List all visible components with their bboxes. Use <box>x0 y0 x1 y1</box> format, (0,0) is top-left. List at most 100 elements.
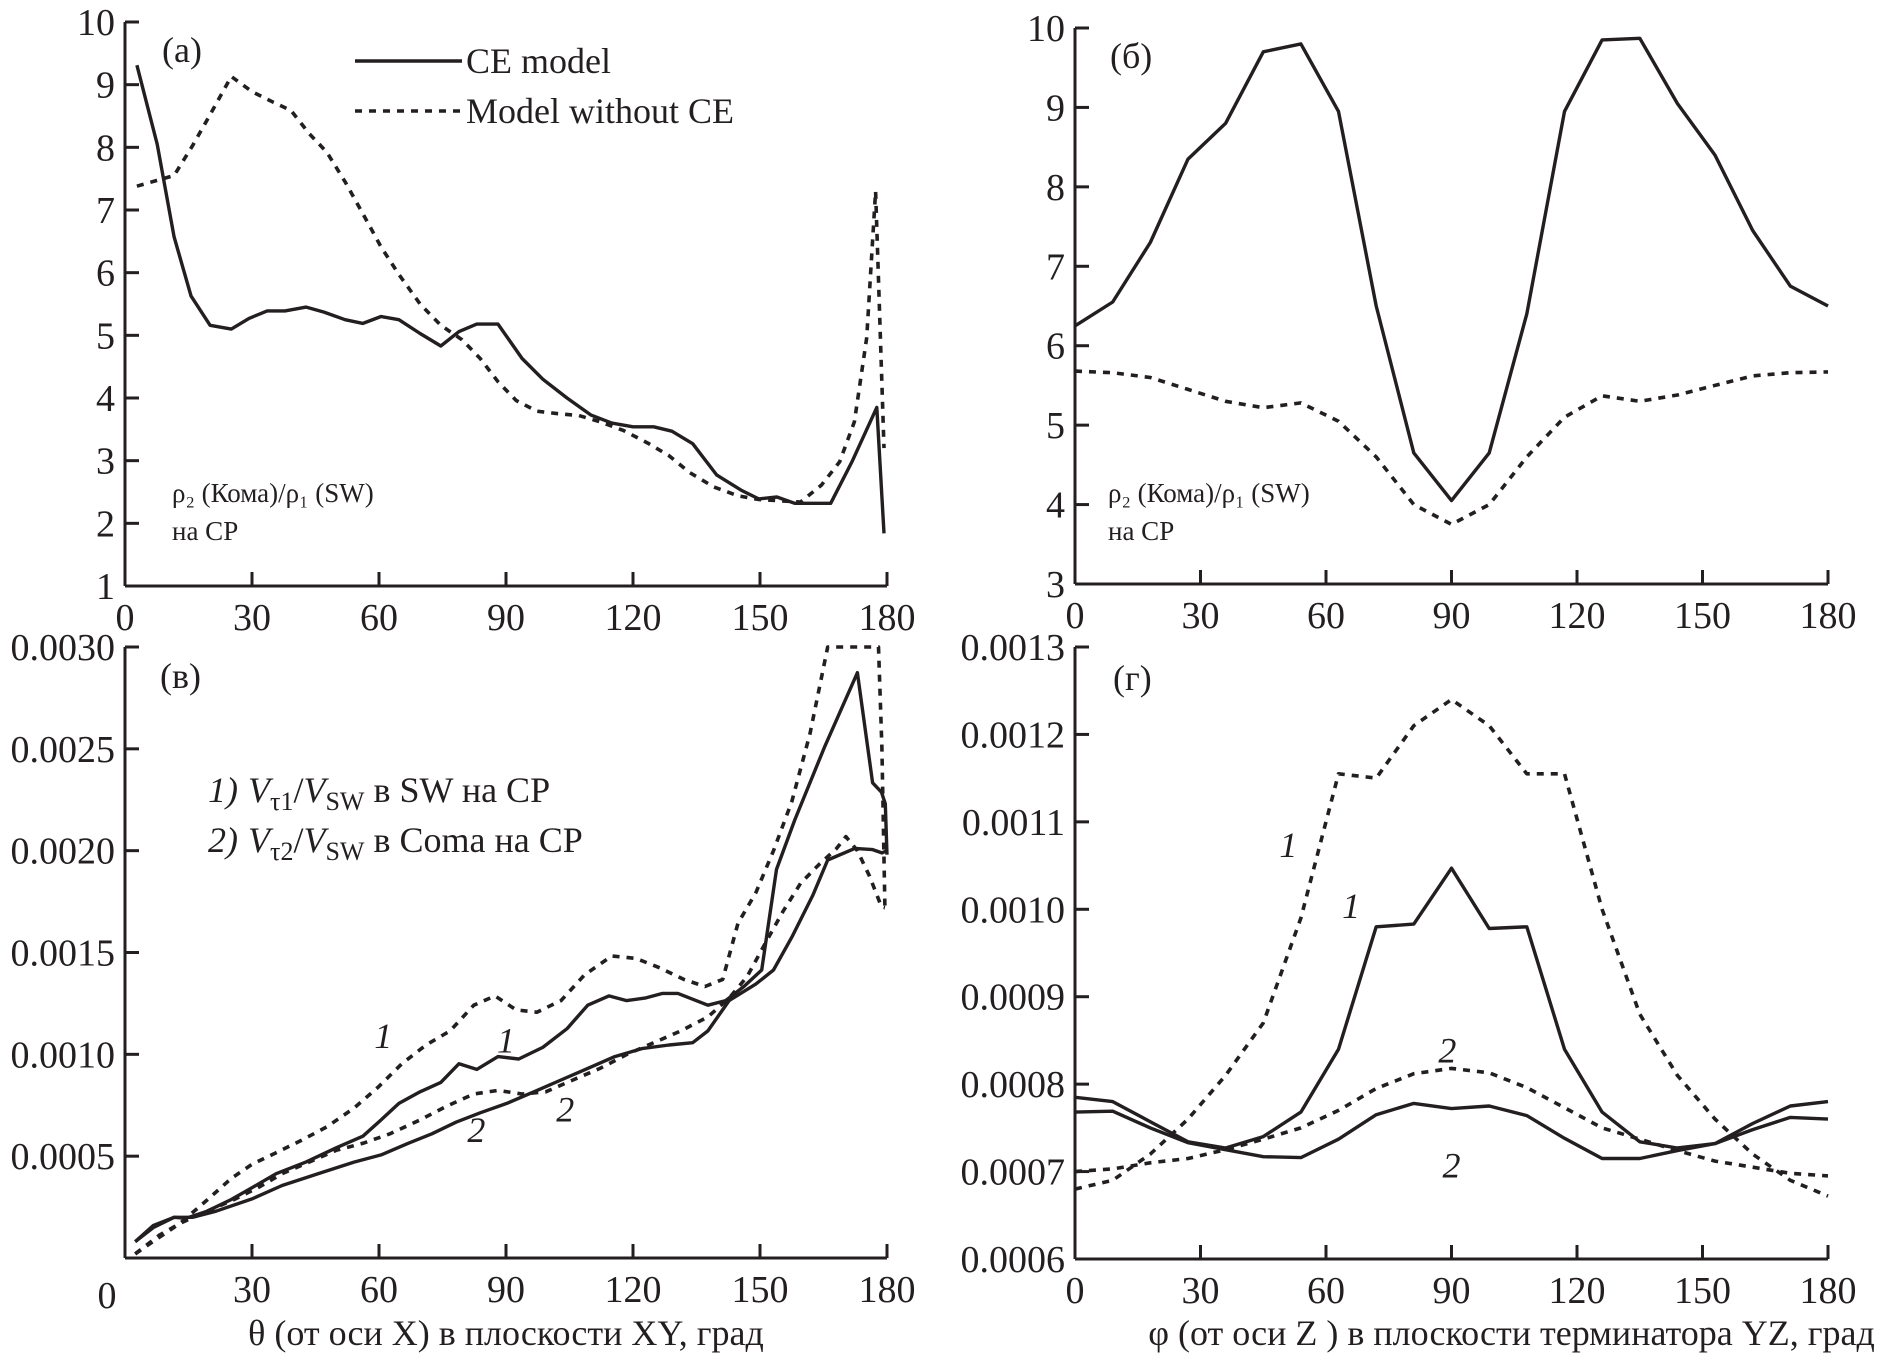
legend-slash: / <box>293 770 303 810</box>
panel-v: 0 30 60 90 120 150 180 0.0005 0.0010 0.0015 0.0020… <box>11 627 916 1353</box>
y-tick-label: 1 <box>96 566 115 608</box>
y-tick-label: 4 <box>1046 485 1065 527</box>
x-tick-label: 150 <box>1674 595 1731 637</box>
x-tick-label: 90 <box>487 1269 525 1311</box>
curve-label: 2 <box>467 1110 485 1150</box>
legend-entry: 2) Vτ2/VSW в Coma на CP <box>208 820 583 866</box>
legend-slash: / <box>293 820 303 860</box>
y-tick-label: 7 <box>1046 246 1065 288</box>
x-tick-label: 90 <box>1433 1270 1471 1312</box>
y-tick-label: 2 <box>96 503 115 545</box>
legend-sub2: SW <box>325 837 364 866</box>
y-tick-label: 0.0013 <box>961 627 1066 669</box>
x-tick-label: 30 <box>1182 1270 1220 1312</box>
x-tick-label: 180 <box>1800 1270 1857 1312</box>
y-tick-label: 10 <box>1027 8 1065 50</box>
series-line-dashed-3 <box>1075 1066 1829 1178</box>
legend-v2: V <box>303 820 329 860</box>
curve-label: 1 <box>497 1020 515 1060</box>
y-tick-label: 5 <box>96 315 115 357</box>
y-tick-label: 0.0030 <box>11 627 116 669</box>
legend-num: 2) <box>208 820 238 860</box>
legend-label: CE model <box>466 41 611 81</box>
x-tick-label: 30 <box>233 597 271 639</box>
series-line-solid-1 <box>134 846 888 1244</box>
series-line-solid-0 <box>134 671 889 1243</box>
y-tick-label: 0.0011 <box>962 802 1065 844</box>
y-tick-label: 0.0006 <box>961 1239 1066 1281</box>
series-line-dashed-1 <box>1075 369 1829 527</box>
x-tick-label: 150 <box>732 1269 789 1311</box>
x-tick-label: 0 <box>116 597 135 639</box>
y-tick-label: 7 <box>96 190 115 232</box>
x-tick-label: 120 <box>605 1269 662 1311</box>
y-tick-label: 9 <box>1046 87 1065 129</box>
x-tick-label: 0 <box>1066 1270 1085 1312</box>
legend-rest: в Coma на CP <box>364 820 582 860</box>
y-tick-label: 0.0010 <box>961 889 1066 931</box>
y-tick-label: 6 <box>96 253 115 295</box>
series-line-dashed-1 <box>136 74 886 504</box>
curve-label: 1 <box>1342 886 1360 926</box>
annotation-line1: ρ₂ (Кома)/ρ₁ (SW) <box>1108 478 1310 508</box>
x-tick-label: 120 <box>605 597 662 639</box>
x-tick-label: 180 <box>859 1269 916 1311</box>
annotation-line2: на CP <box>1108 516 1174 546</box>
y-tick-label: 10 <box>77 2 115 44</box>
panel-label: (a) <box>162 30 202 70</box>
y-tick-label: 0.0010 <box>11 1034 116 1076</box>
series-line-dashed-3 <box>134 834 886 1256</box>
x-tick-label: 150 <box>732 597 789 639</box>
y-tick-label: 0.0012 <box>961 714 1066 756</box>
y-tick-label: 0.0020 <box>11 831 116 873</box>
curve-label: 1 <box>374 1016 392 1056</box>
panel-label: (г) <box>1113 658 1152 698</box>
legend-sub2: SW <box>325 787 364 816</box>
y-tick-label: 8 <box>1046 167 1065 209</box>
series-line-dashed-2 <box>134 645 887 1256</box>
y-tick-label: 9 <box>96 65 115 107</box>
y-tick-label: 5 <box>1046 405 1065 447</box>
curve-label: 2 <box>1443 1146 1461 1186</box>
curve-label: 2 <box>556 1090 574 1130</box>
panel-label: (в) <box>160 656 201 696</box>
x-tick-label: 30 <box>233 1269 271 1311</box>
y-tick-label: 3 <box>1046 564 1065 606</box>
y-tick-label: 0.0007 <box>961 1152 1066 1194</box>
legend-sub1: τ1 <box>270 787 293 816</box>
series-line-dashed-2 <box>1075 697 1829 1198</box>
legend-entry: 1) Vτ1/VSW в SW на CP <box>208 770 550 816</box>
legend-rest: в SW на CP <box>364 770 550 810</box>
x-tick-label: 90 <box>1433 595 1471 637</box>
panel-label: (б) <box>1110 36 1152 76</box>
legend-v: V <box>248 820 274 860</box>
annotation-line1: ρ₂ (Кома)/ρ₁ (SW) <box>172 478 374 508</box>
series-line-solid-0 <box>1075 866 1829 1150</box>
panel-b: 0 30 60 90 120 150 180 3 4 5 6 7 8 9 10 (б) ρ₂ (Кома)/ρ₁… <box>1027 8 1857 637</box>
x-tick-label: 120 <box>1549 1270 1606 1312</box>
y-tick-label: 0.0005 <box>11 1136 116 1178</box>
annotation-line2: на CP <box>172 516 238 546</box>
y-tick-label: 0.0008 <box>961 1064 1066 1106</box>
x-tick-label: 60 <box>1307 595 1345 637</box>
series-line-solid-0 <box>135 64 886 534</box>
legend-num: 1) <box>208 770 238 810</box>
curve-label: 2 <box>1438 1030 1456 1070</box>
x-axis-title: φ (от оси Z ) в плоскости терминатора YZ… <box>1148 1313 1875 1353</box>
y-tick-label: 3 <box>96 441 115 483</box>
x-tick-label: 180 <box>1800 595 1857 637</box>
x-tick-label: 120 <box>1549 595 1606 637</box>
x-tick-label: 30 <box>1182 595 1220 637</box>
x-tick-label: 150 <box>1674 1270 1731 1312</box>
panel-g: 0 30 60 90 120 150 180 0.0006 0.0007 0.0008 0.0009… <box>961 627 1875 1353</box>
y-tick-label: 0.0009 <box>961 977 1066 1019</box>
series-line-solid-1 <box>1075 1101 1829 1161</box>
x-tick-label: 60 <box>360 597 398 639</box>
x-tick-label: 90 <box>487 597 525 639</box>
y-tick-label: 6 <box>1046 326 1065 368</box>
x-axis-title: θ (от оси X) в плоскости XY, град <box>248 1313 764 1353</box>
legend-sub1: τ2 <box>270 837 293 866</box>
x-tick-label: 60 <box>1307 1270 1345 1312</box>
y-tick-label: 0.0025 <box>11 729 116 771</box>
